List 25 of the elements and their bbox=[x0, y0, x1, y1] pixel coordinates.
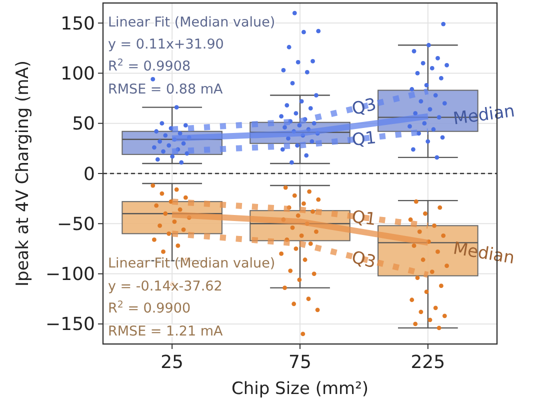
y-tick-label: −100 bbox=[46, 264, 95, 286]
x-axis-title: Chip Size (mm²) bbox=[231, 379, 369, 399]
y-tick-label: −150 bbox=[46, 314, 95, 336]
text: Q1 bbox=[350, 207, 378, 230]
text: Median bbox=[452, 238, 516, 269]
annotation: Linear Fit (Median value) bbox=[108, 14, 276, 31]
annotation: y = -0.14x-37.62 bbox=[108, 278, 222, 295]
annotation: R$^{2}$ = 0.9900 bbox=[108, 299, 191, 317]
text: Q3 bbox=[350, 94, 378, 120]
annotation: R$^{2}$ = 0.9908 bbox=[108, 57, 191, 75]
x-tick-label: 225 bbox=[410, 352, 446, 373]
y-tick-label: 100 bbox=[60, 64, 95, 85]
text: Median bbox=[452, 101, 516, 130]
annotation: RMSE = 1.21 mA bbox=[108, 324, 224, 340]
y-tick-label: 150 bbox=[60, 13, 95, 34]
x-tick-label: 75 bbox=[288, 352, 312, 373]
y-axis-title: Ipeak at 4V Charging (mA) bbox=[13, 60, 33, 286]
text: Q1 bbox=[350, 128, 378, 151]
y-tick-label: 0 bbox=[84, 164, 95, 185]
text: Q3 bbox=[350, 248, 378, 273]
annotation: y = 0.11x+31.90 bbox=[108, 36, 224, 53]
y-tick-label: −50 bbox=[57, 214, 95, 235]
x-tick-label: 25 bbox=[160, 352, 184, 373]
y-tick-label: 50 bbox=[72, 114, 95, 135]
annotation: RMSE = 0.88 mA bbox=[108, 82, 224, 98]
